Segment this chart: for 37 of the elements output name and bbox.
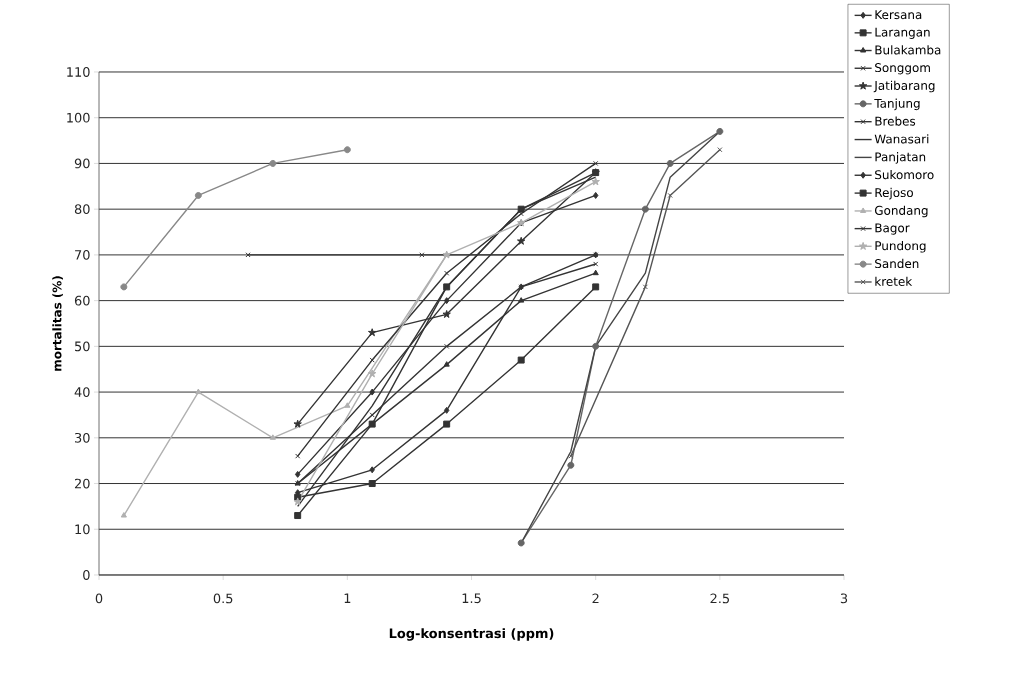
y-tick-label: 90: [74, 158, 90, 169]
y-tick-label: 110: [67, 67, 90, 77]
x-tick-label: 1: [344, 593, 351, 603]
y-tick-label: 80: [74, 204, 90, 215]
legend-label: Pundong: [875, 241, 926, 253]
x-tick-label: 1.5: [462, 593, 481, 604]
x-tick-label: 0: [95, 593, 103, 604]
legend-label: Jatibarang: [873, 80, 935, 93]
legend-label: Sanden: [875, 258, 919, 269]
x-axis-title: Log-konsentrasi (ppm): [389, 628, 554, 641]
y-tick-label: 30: [74, 432, 90, 443]
legend-label: Tanjung: [874, 98, 920, 111]
y-tick-label: 70: [75, 250, 90, 260]
y-tick-label: 50: [75, 341, 90, 352]
legend-label: Bagor: [875, 223, 910, 235]
x-tick-label: 0.5: [213, 593, 233, 604]
legend-label: Panjatan: [875, 152, 926, 164]
legend-label: Brebes: [875, 116, 916, 126]
legend-label: Rejoso: [875, 187, 913, 200]
x-tick-label: 3: [840, 593, 848, 604]
y-tick-label: 40: [74, 387, 90, 397]
y-tick-label: 20: [74, 478, 90, 489]
y-tick-label: 0: [83, 570, 90, 580]
legend-label: kretek: [875, 276, 913, 286]
legend-label: Songgom: [875, 63, 930, 75]
x-tick-label: 2: [592, 593, 599, 604]
legend-label: Larangan: [875, 27, 930, 39]
y-tick-label: 60: [74, 295, 90, 306]
legend-label: Gondang: [874, 205, 928, 218]
x-tick-label: 2.5: [710, 593, 730, 604]
y-axis-title: mortalitas (%): [52, 276, 63, 371]
legend-label: Sukomoro: [875, 169, 934, 180]
legend-label: Wanasari: [874, 134, 929, 144]
legend-label: Bulakamba: [875, 45, 941, 55]
legend-label: Kersana: [875, 10, 922, 20]
y-tick-label: 10: [75, 524, 90, 535]
y-tick-label: 100: [67, 112, 90, 123]
